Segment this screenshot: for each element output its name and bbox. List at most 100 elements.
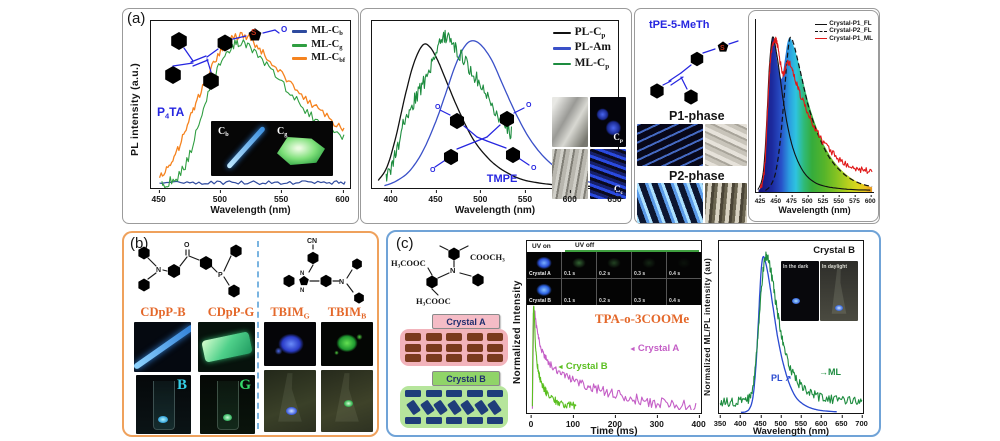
mlpl-photo-inset: In the dark In daylight <box>781 261 858 321</box>
plot1-frame: S O P4TA ML-Cb ML-Cg ML-Cbf Cb Cg <box>150 20 351 189</box>
mlpl-y-axis-label: Normalized ML/PL intensity (au) <box>702 257 712 397</box>
legend-swatch <box>292 30 308 34</box>
plot1-x-ticks: 450 500 550 600 <box>151 189 350 204</box>
panel-a-label: (a) <box>127 10 146 27</box>
cdpp-b-vial-photo: B <box>136 375 191 434</box>
crystal-b-badge: Crystal B <box>432 371 500 386</box>
plot2-x-ticks: 400 450 500 550 600 650 <box>383 189 622 204</box>
uv-cell: 0.3 s <box>632 252 666 278</box>
uv-cell: 0.1 s <box>562 252 596 278</box>
legend-swatch <box>815 23 828 25</box>
tbim-molecule: CN N N N <box>283 238 364 304</box>
tmpe-molecule: O O O O <box>430 102 537 174</box>
tpa-molecule: N <box>426 245 484 296</box>
tbim-flask-photo-blue <box>264 370 316 432</box>
plot2-photo-grid: Cp Cc <box>552 97 628 201</box>
rainbow-legend: Crystal-P1_FL Crystal-P2_FL Crystal-P1_M… <box>815 20 873 42</box>
uv-off-bar <box>565 250 699 252</box>
legend-swatch <box>815 38 828 40</box>
n-atom-label: N <box>300 288 304 294</box>
tbim-flask-photo-green <box>321 370 373 432</box>
p2-fluorescence-photo <box>637 183 703 223</box>
legend-swatch <box>292 57 308 61</box>
uv-inset: UV on UV off Crystal A 0.1 s 0.2 s 0.3 s… <box>527 241 701 305</box>
compound-label: TPA-o-3COOMe <box>594 311 690 326</box>
crystal-b-label: Cb <box>218 126 229 138</box>
plot2-frame: O O O O TMPE PL-Cp PL-Am ML-Cp Cp Cc <box>371 20 626 199</box>
p2-phase-label: P2-phase <box>669 169 725 183</box>
n-atom-label: N <box>450 266 455 275</box>
uv-cell: 0.1 s <box>562 279 596 305</box>
cn-atom-label: CN <box>307 238 317 245</box>
panel-a1: (a) PL intensity (a.u.) S O <box>122 8 359 224</box>
crystal-a-packing <box>400 329 508 366</box>
tpe5meth-label: tPE-5-MeTh <box>649 19 710 31</box>
plot1-chart <box>158 31 346 188</box>
p1-brightfield-photo <box>705 124 747 166</box>
in-the-dark-photo: In the dark <box>781 261 819 321</box>
plot2-chart <box>377 29 605 188</box>
tpe5meth-molecule: S <box>650 40 739 105</box>
ester-right-label: COOCH3 <box>470 252 505 264</box>
o-atom-label: O <box>531 165 537 172</box>
p2-brightfield-photo <box>705 183 747 223</box>
rainbow-plot-box: Crystal-P1_FL Crystal-P2_FL Crystal-P1_M… <box>748 10 879 222</box>
arrow-right-icon: → <box>819 367 828 377</box>
crystal-brightfield-photo <box>552 97 588 147</box>
decay-x-ticks: 0 100 200 300 400 <box>528 414 706 429</box>
rainbow-plot-axes: Crystal-P1_FL Crystal-P2_FL Crystal-P1_M… <box>755 19 874 193</box>
rainbow-x-ticks: 425 450 475 500 525 550 575 600 <box>754 194 876 205</box>
decay-frame: UV on UV off Crystal A 0.1 s 0.2 s 0.3 s… <box>526 240 702 414</box>
plot2-x-axis-label: Wavelength (nm) <box>454 205 536 216</box>
crystal-a-annotation: ◄ Crystal A <box>629 343 680 354</box>
plot1-x-axis-label: Wavelength (nm) <box>210 205 291 216</box>
crystal-cp-fluorescence-photo: Cp <box>590 97 626 147</box>
letter-b-label: B <box>176 377 187 393</box>
o-atom-label: O <box>281 25 287 34</box>
uv-cell-crystal-b: Crystal B <box>527 279 561 305</box>
uv-inset-header: UV on UV off <box>527 241 701 252</box>
mlpl-title: Crystal B <box>813 245 855 256</box>
uv-cell: 0.2 s <box>597 279 631 305</box>
uv-cell: 0.2 s <box>597 252 631 278</box>
mlpl-x-ticks: 350 400 450 500 550 600 650 700 <box>713 414 868 428</box>
cdpp-g-vial-photo: G <box>200 375 255 434</box>
uv-cell: 0.4 s <box>667 279 701 305</box>
uv-cell: 0.3 s <box>632 279 666 305</box>
tbim-green-powder-photo <box>321 322 373 366</box>
mlpl-frame: Crystal B In the dark In daylight →ML PL… <box>718 240 864 414</box>
crystal-b-annotation: ◄ Crystal B <box>557 361 608 372</box>
rainbow-chart <box>757 36 873 192</box>
s-atom-label: S <box>720 45 725 52</box>
uv-on-label: UV on <box>532 243 551 250</box>
cdpp-g-label: CDpP-G <box>207 305 255 319</box>
decay-x-axis-label: Time (ms) <box>590 426 638 437</box>
letter-g-label: G <box>239 377 251 393</box>
uv-cell-crystal-a: Crystal A <box>527 252 561 278</box>
uv-off-label: UV off <box>575 242 595 249</box>
o-atom-label: O <box>435 104 441 111</box>
tmpe-label: TMPE <box>486 173 518 185</box>
ester-bottom-label: H3COOC <box>416 296 451 308</box>
panel-b-divider <box>257 241 259 429</box>
tbim-g-label: TBIMG <box>270 305 310 321</box>
uv-photo-grid: Crystal A 0.1 s 0.2 s 0.3 s 0.4 s Crysta… <box>527 252 701 305</box>
ml-curve-label: →ML <box>819 367 841 377</box>
green-crystal <box>277 137 325 165</box>
crystal-photo-inset: Cb Cg <box>211 121 333 176</box>
cdpp-molecule: O N P <box>138 242 242 298</box>
cdpp-g-crystal-photo <box>198 322 255 372</box>
legend-swatch <box>815 30 828 32</box>
plot2-legend: PL-Cp PL-Am ML-Cp <box>552 26 611 70</box>
plot1-legend: ML-Cb ML-Cg ML-Cbf <box>292 25 345 65</box>
legend-swatch <box>552 62 571 66</box>
pl-curve-label: PL ↗ <box>771 373 792 383</box>
in-daylight-photo: In daylight <box>820 261 858 321</box>
decay-y-axis-label: Normalized Intensity <box>512 280 523 384</box>
legend-swatch <box>552 31 571 35</box>
uv-cell: 0.4 s <box>667 252 701 278</box>
ester-left-label: H3COOC <box>391 258 426 270</box>
crystal-b-packing <box>400 386 508 428</box>
o-atom-label: O <box>184 242 190 249</box>
